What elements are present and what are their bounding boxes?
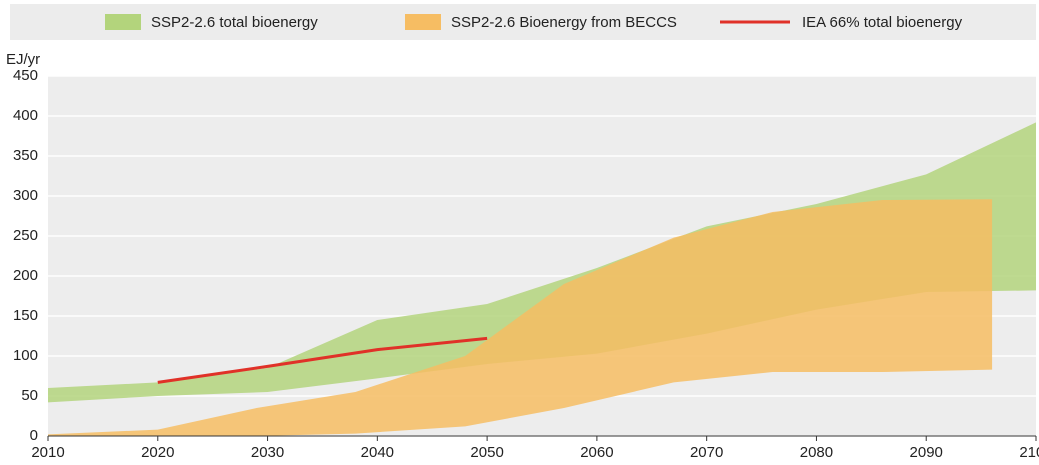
legend-swatch — [405, 14, 441, 30]
x-tick-label: 2050 — [470, 444, 503, 461]
y-tick-label: 0 — [30, 427, 38, 444]
y-tick-label: 350 — [13, 147, 38, 164]
y-tick-label: 50 — [21, 387, 38, 404]
legend-background — [10, 4, 1036, 40]
x-tick-label: 2020 — [141, 444, 174, 461]
x-tick-label: 2040 — [361, 444, 394, 461]
x-tick-label: 2080 — [800, 444, 833, 461]
y-tick-label: 300 — [13, 187, 38, 204]
x-tick-label: 2030 — [251, 444, 284, 461]
legend-label: IEA 66% total bioenergy — [802, 14, 963, 31]
y-tick-label: 200 — [13, 267, 38, 284]
legend-swatch — [105, 14, 141, 30]
y-tick-label: 250 — [13, 227, 38, 244]
y-tick-label: 450 — [13, 67, 38, 84]
x-tick-label: 2090 — [910, 444, 943, 461]
x-tick-label: 2010 — [31, 444, 64, 461]
x-tick-label: 2070 — [690, 444, 723, 461]
y-tick-label: 400 — [13, 107, 38, 124]
x-tick-label: 2100 — [1019, 444, 1039, 461]
y-tick-label: 100 — [13, 347, 38, 364]
y-tick-label: 150 — [13, 307, 38, 324]
x-tick-label: 2060 — [580, 444, 613, 461]
band-area — [48, 199, 993, 436]
legend-label: SSP2-2.6 Bioenergy from BECCS — [451, 14, 677, 31]
line — [157, 336, 488, 384]
y-axis-label: EJ/yr — [6, 51, 40, 68]
legend-label: SSP2-2.6 total bioenergy — [151, 14, 318, 31]
